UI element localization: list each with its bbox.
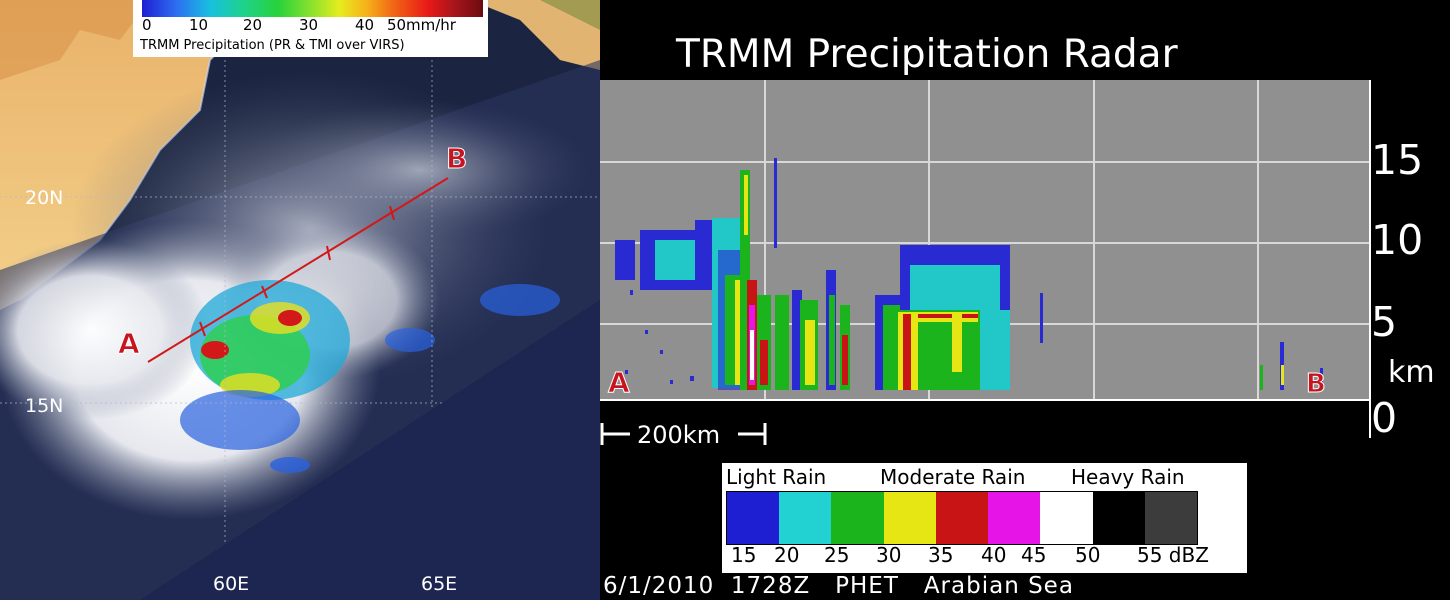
reflectivity-far-right	[1260, 342, 1323, 390]
map-point-a-label: A	[118, 327, 141, 360]
dbz-swatch	[935, 492, 989, 544]
altitude-tick: 15	[1371, 136, 1424, 184]
radar-point-b-label: B	[1306, 369, 1326, 399]
altitude-tick: 5	[1371, 298, 1398, 346]
dbz-tick: 55 dBZ	[1137, 543, 1209, 567]
reflectivity-colorbar	[726, 491, 1198, 545]
latitude-label: 15N	[25, 395, 64, 417]
distance-scale-label: 200km	[637, 421, 721, 449]
precip-tick: 10	[189, 16, 209, 34]
dbz-tick: 25	[824, 543, 850, 567]
dbz-tick: 15	[731, 543, 757, 567]
longitude-label: 65E	[421, 573, 458, 595]
dbz-tick: 45	[1021, 543, 1047, 567]
latitude-label: 20N	[25, 187, 64, 209]
radar-cross-section: A B	[600, 80, 1371, 438]
dbz-swatch	[1144, 492, 1197, 544]
satellite-map: 0 10 20 30 40 50 mm/hr TRMM Precipitatio…	[0, 0, 600, 600]
distance-scale-bar	[600, 423, 767, 445]
dbz-tick: 40	[981, 543, 1007, 567]
dbz-tick: 50	[1075, 543, 1101, 567]
altitude-tick: 10	[1371, 216, 1424, 264]
precipitation-colorbar	[142, 0, 483, 17]
dbz-tick: 20	[774, 543, 800, 567]
reflectivity-center-columns	[775, 270, 850, 390]
precipitation-legend-title: TRMM Precipitation (PR & TMI over VIRS)	[140, 38, 405, 53]
dbz-swatch	[883, 492, 936, 544]
precip-tick: 0	[142, 16, 152, 34]
precip-tick: 20	[243, 16, 263, 34]
altitude-unit: km	[1388, 355, 1435, 390]
satellite-map-image	[0, 0, 600, 600]
legend-category-heavy-rain: Heavy Rain	[1071, 465, 1185, 489]
precip-tick: 50	[387, 16, 407, 34]
reflectivity-specks	[625, 290, 694, 384]
legend-category-light-rain: Light Rain	[726, 465, 827, 489]
map-point-b-label: B	[445, 142, 468, 175]
legend-category-moderate-rain: Moderate Rain	[880, 465, 1026, 489]
dbz-tick: 35	[928, 543, 954, 567]
precip-tick: 30	[299, 16, 319, 34]
dbz-tick: 30	[876, 543, 902, 567]
dbz-swatch	[831, 492, 884, 544]
precip-unit: mm/hr	[406, 16, 456, 34]
reflectivity-legend: Light Rain Moderate Rain Heavy Rain 15 2…	[722, 463, 1247, 573]
precip-tick: 40	[355, 16, 375, 34]
dbz-swatch	[1040, 492, 1093, 544]
longitude-label: 60E	[213, 573, 250, 595]
image-caption: 6/1/2010 1728Z PHET Arabian Sea	[603, 573, 1074, 599]
altitude-tick: 0	[1371, 394, 1398, 442]
radar-point-a-label: A	[608, 366, 630, 399]
dbz-swatch	[1092, 492, 1145, 544]
reflectivity-right-block	[875, 245, 1043, 390]
dbz-swatch	[988, 492, 1041, 544]
precipitation-legend: 0 10 20 30 40 50 mm/hr TRMM Precipitatio…	[133, 0, 488, 57]
radar-title: TRMM Precipitation Radar	[676, 32, 1178, 77]
dbz-swatch	[779, 492, 832, 544]
dbz-swatch	[727, 492, 780, 544]
reflectivity-left-band	[615, 158, 777, 390]
